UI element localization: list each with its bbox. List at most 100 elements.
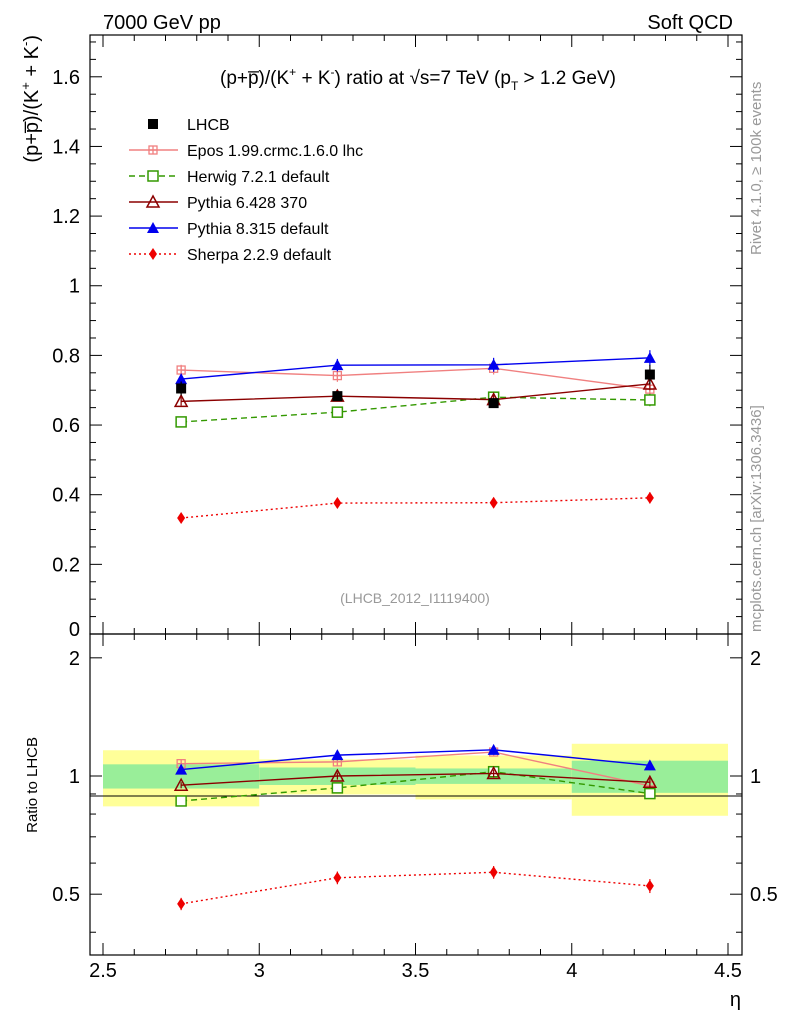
data-point-lhcb	[488, 398, 499, 409]
axes-group: 2.5 3 3.5 4 4.5 0.2 0.4 0.6 0.8 1 1.2 1.4 1.6 0 0.5 0.5…	[52, 34, 778, 982]
data-point	[489, 496, 498, 509]
ratio-y-tick-label-right: 2	[750, 648, 761, 670]
ratio-point	[645, 879, 654, 892]
y-label-c: )	[21, 35, 43, 42]
ratio-series-3	[175, 743, 656, 775]
ratio-y-tick-label: 2	[69, 648, 80, 670]
ratio-point	[486, 765, 501, 780]
ratio-y-tick-label: 1	[69, 766, 80, 788]
data-point	[173, 393, 189, 408]
x-tick-label: 2.5	[89, 960, 117, 982]
legend-item-0: LHCB	[148, 117, 230, 134]
plot-title-part3: ) ratio at √s=7 TeV (p	[335, 68, 511, 89]
ratio-series-2	[173, 765, 658, 791]
x-tick-label: 3.5	[402, 960, 430, 982]
plot-title-sup2: -	[331, 65, 335, 79]
y-tick-label: 0.4	[52, 485, 80, 507]
data-point	[487, 358, 500, 370]
y-tick-label: 1.2	[52, 206, 80, 228]
data-point	[333, 497, 342, 510]
data-point	[331, 359, 344, 371]
analysis-label: (LHCB_2012_I1119400)	[340, 590, 490, 606]
y-tick-label: 0.6	[52, 415, 80, 437]
y-axis-label: (p+p̅)/(K+ + K-)	[18, 35, 43, 163]
plot-title: (p+p̅)/(K+ + K-) ratio at √s=7 TeV (pT >…	[220, 65, 616, 93]
y-label-sup2: -	[18, 42, 33, 46]
y-tick-label: 0.2	[52, 554, 80, 576]
legend-item-3: Pythia 6.428 370	[129, 194, 307, 212]
y-tick-label-zero: 0	[69, 619, 80, 641]
x-axis-label: η	[730, 989, 741, 1011]
y-label-sup1: +	[18, 82, 33, 90]
ratio-point	[175, 795, 187, 807]
legend-marker	[145, 194, 161, 208]
ratio-point	[330, 768, 345, 782]
legend-marker	[147, 170, 159, 182]
series-line	[181, 396, 650, 423]
series-line	[181, 357, 650, 380]
y-tick-label: 0.8	[52, 345, 80, 367]
ratio-point	[333, 871, 342, 884]
legend-label: Pythia 8.315 default	[187, 221, 329, 238]
ratio-point	[489, 866, 498, 879]
data-point-lhcb	[644, 369, 655, 380]
series-4	[177, 491, 654, 525]
plot-title-part2: + K	[296, 68, 331, 89]
legend-marker	[149, 248, 157, 260]
series-3	[175, 350, 656, 385]
data-point	[176, 365, 186, 375]
legend-label: LHCB	[187, 117, 230, 134]
series-2	[173, 376, 658, 408]
ratio-y-tick-label: 0.5	[52, 884, 80, 906]
data-point	[642, 376, 658, 390]
legend-label: Epos 1.99.crmc.1.6.0 lhc	[187, 143, 363, 160]
data-point	[644, 394, 656, 406]
x-tick-label: 4.5	[714, 960, 742, 982]
data-point	[332, 370, 343, 381]
data-point	[645, 491, 654, 504]
legend-marker	[147, 222, 159, 233]
x-tick-label: 3	[254, 960, 265, 982]
data-point	[175, 373, 188, 385]
legend-label: Pythia 6.428 370	[187, 195, 307, 212]
ratio-point	[331, 782, 344, 794]
ratio-point	[331, 749, 344, 761]
rivet-info: Rivet 4.1.0, ≥ 100k events	[748, 82, 765, 255]
x-tick-label: 4	[566, 960, 577, 982]
ratio-point	[644, 787, 656, 800]
y-tick-label: 1	[69, 276, 80, 298]
data-point-lhcb	[332, 391, 343, 402]
main-series-group	[173, 350, 658, 525]
y-tick-label: 1.6	[52, 67, 80, 89]
ratio-series-line	[181, 871, 650, 905]
data-point	[643, 351, 656, 363]
series-line	[181, 497, 650, 519]
ratio-point	[643, 759, 656, 771]
ratio-series-line	[181, 772, 650, 786]
y-label-a: (p+p̅)/(K	[21, 89, 43, 162]
legend-label: Herwig 7.2.1 default	[187, 169, 330, 186]
ratio-series-4	[177, 866, 654, 911]
y-tick-label: 1.4	[52, 136, 80, 158]
legend-label: Sherpa 2.2.9 default	[187, 247, 332, 264]
legend-marker	[148, 145, 158, 155]
ratio-point	[177, 897, 186, 910]
mcplots-info: mcplots.cern.ch [arXiv:1306.3436]	[748, 405, 765, 632]
ratio-y-axis-label: Ratio to LHCB	[24, 737, 41, 833]
ratio-y-tick-label-right: 0.5	[750, 884, 778, 906]
ratio-point	[173, 777, 189, 791]
ratio-series-line	[181, 749, 650, 771]
ratio-point	[175, 763, 188, 775]
ratio-point	[487, 743, 500, 755]
plot-title-part4: > 1.2 GeV)	[518, 68, 616, 89]
ratio-y-tick-label-right: 1	[750, 766, 761, 788]
plot-title-sup1: +	[289, 65, 296, 79]
ratio-series-group	[173, 743, 658, 911]
legend: LHCB Epos 1.99.crmc.1.6.0 lhc Herwig 7.2.1…	[129, 117, 363, 264]
ratio-series-line	[181, 770, 650, 802]
header-energy-label: 7000 GeV pp	[103, 12, 221, 34]
series-line	[181, 383, 650, 403]
ratio-point	[642, 774, 658, 789]
legend-marker	[148, 119, 158, 129]
